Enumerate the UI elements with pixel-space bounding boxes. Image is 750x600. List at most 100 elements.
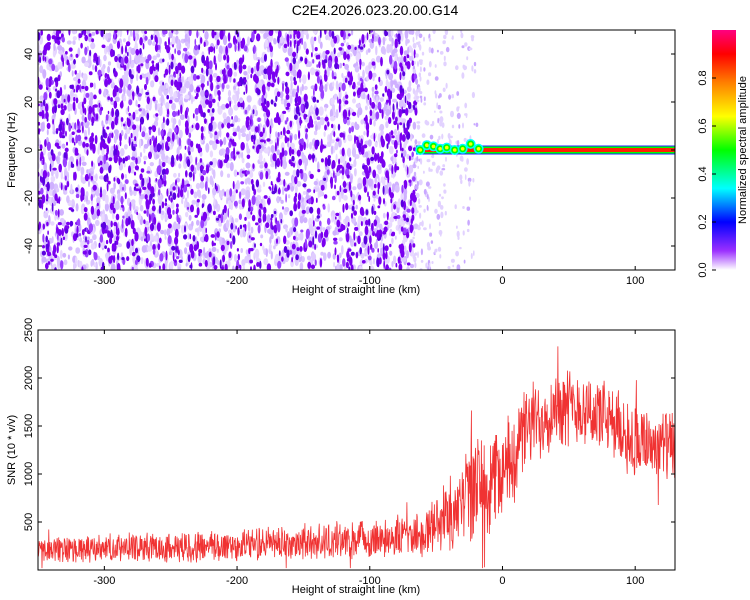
- noise-speckle-pale: [124, 134, 127, 140]
- noise-speckle: [204, 92, 209, 96]
- noise-speckle-sparse: [413, 161, 416, 167]
- noise-speckle: [161, 168, 167, 176]
- noise-speckle-pale: [238, 130, 241, 140]
- noise-speckle: [289, 34, 292, 39]
- noise-speckle: [314, 259, 317, 267]
- noise-speckle: [382, 250, 385, 259]
- noise-speckle-sparse: [416, 124, 421, 130]
- noise-speckle-pale: [77, 102, 82, 110]
- noise-speckle-pale: [403, 142, 407, 149]
- noise-speckle-pale: [84, 129, 87, 138]
- noise-speckle-pale: [380, 246, 384, 257]
- noise-speckle: [73, 59, 76, 65]
- noise-speckle: [117, 227, 120, 236]
- noise-speckle-pale: [178, 100, 183, 106]
- noise-speckle: [172, 110, 177, 118]
- noise-speckle-pale: [264, 131, 267, 138]
- colorbar-tick-label: 0.4: [697, 166, 709, 181]
- noise-speckle: [356, 89, 361, 96]
- noise-speckle: [139, 74, 143, 80]
- noise-speckle: [402, 214, 406, 219]
- noise-speckle: [38, 199, 43, 209]
- noise-speckle: [74, 122, 77, 130]
- noise-speckle-pale: [319, 117, 325, 126]
- noise-speckle: [89, 82, 93, 88]
- noise-speckle-pale: [75, 256, 78, 265]
- noise-speckle: [219, 30, 224, 40]
- noise-speckle: [391, 111, 395, 120]
- noise-speckle: [228, 141, 232, 149]
- noise-speckle-pale: [317, 121, 321, 130]
- noise-speckle-sparse: [468, 47, 473, 51]
- noise-speckle: [275, 68, 278, 78]
- noise-speckle: [84, 136, 88, 140]
- noise-speckle-pale: [144, 132, 149, 140]
- noise-speckle: [301, 209, 306, 214]
- noise-speckle-sparse: [429, 223, 431, 230]
- noise-speckle-pale: [290, 80, 293, 91]
- noise-speckle-pale: [124, 174, 127, 179]
- noise-speckle-pale: [269, 236, 272, 244]
- noise-speckle: [52, 118, 54, 125]
- noise-speckle-pale: [245, 162, 251, 169]
- noise-speckle: [345, 261, 349, 269]
- noise-speckle-pale: [373, 258, 375, 265]
- noise-speckle-pale: [256, 138, 259, 147]
- noise-speckle: [270, 220, 273, 230]
- noise-speckle: [184, 120, 189, 130]
- noise-speckle: [38, 121, 41, 126]
- noise-speckle: [126, 256, 130, 262]
- noise-speckle: [235, 225, 238, 230]
- noise-speckle: [93, 104, 98, 108]
- noise-speckle: [291, 155, 295, 162]
- noise-speckle: [132, 93, 135, 101]
- noise-speckle: [184, 53, 189, 64]
- noise-speckle-pale: [104, 202, 109, 212]
- noise-speckle: [74, 152, 79, 156]
- noise-speckle-pale: [185, 41, 189, 47]
- noise-speckle: [200, 126, 204, 133]
- noise-speckle: [152, 248, 156, 255]
- noise-speckle-pale: [178, 119, 181, 127]
- noise-speckle-pale: [110, 266, 115, 270]
- noise-speckle: [348, 109, 351, 117]
- noise-speckle-pale: [216, 260, 221, 266]
- noise-speckle: [56, 227, 59, 234]
- snr-x-tick-label: 0: [499, 575, 505, 587]
- noise-speckle: [132, 146, 136, 152]
- noise-speckle: [291, 149, 295, 155]
- noise-speckle: [247, 207, 251, 212]
- noise-speckle: [388, 267, 392, 270]
- noise-speckle: [163, 173, 167, 182]
- noise-speckle: [81, 121, 84, 127]
- noise-speckle: [198, 44, 201, 51]
- noise-speckle: [70, 163, 75, 168]
- noise-speckle: [307, 71, 310, 81]
- noise-speckle-sparse: [432, 30, 436, 34]
- noise-speckle-pale: [236, 125, 241, 133]
- noise-speckle-pale: [160, 83, 165, 92]
- noise-speckle-pale: [400, 192, 405, 201]
- noise-speckle: [401, 184, 404, 194]
- noise-speckle: [342, 62, 345, 66]
- colorbar-gradient: [712, 30, 736, 270]
- noise-speckle: [61, 54, 64, 62]
- noise-speckle: [245, 116, 250, 122]
- noise-speckle-sparse: [419, 212, 422, 219]
- noise-speckle: [293, 31, 296, 40]
- noise-speckle-pale: [137, 213, 142, 221]
- noise-speckle: [190, 164, 195, 172]
- noise-speckle: [270, 214, 274, 218]
- noise-speckle-pale: [296, 118, 300, 126]
- noise-speckle: [50, 258, 54, 262]
- noise-speckle: [104, 78, 109, 88]
- noise-speckle: [270, 67, 273, 75]
- noise-speckle: [346, 227, 349, 234]
- noise-speckle: [151, 60, 155, 64]
- signal-blob: [460, 147, 465, 151]
- noise-speckle-pale: [276, 149, 280, 156]
- noise-speckle-pale: [354, 121, 358, 129]
- noise-speckle: [134, 259, 138, 265]
